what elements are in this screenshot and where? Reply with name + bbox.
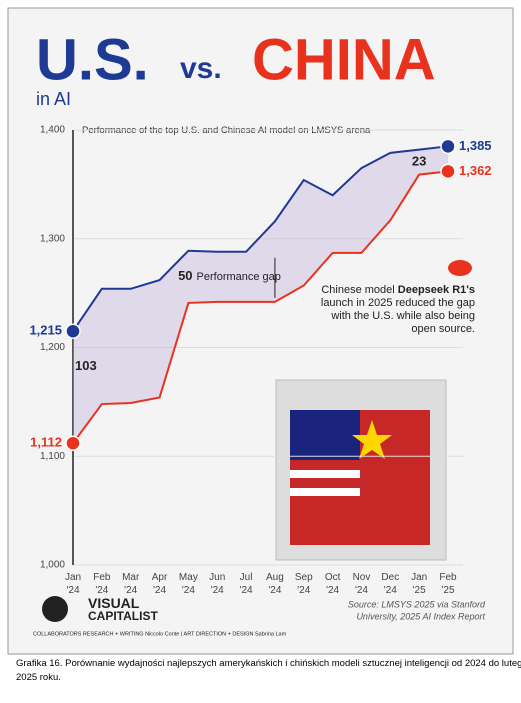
x-tick-label: Mar '24 — [122, 572, 140, 596]
title-us: U.S. — [36, 27, 149, 92]
title-vs: vs. — [180, 52, 222, 85]
deepseek-logo — [448, 260, 472, 276]
x-tick-label: May '24 — [179, 572, 198, 596]
x-tick-label: Apr '24 — [152, 572, 168, 596]
deepseek-note: Chinese model Deepseek R1's — [321, 284, 475, 296]
x-tick-label: Nov '24 — [353, 572, 371, 596]
end-point — [65, 435, 81, 451]
caption: Grafika 16. Porównanie wydajności najlep… — [16, 658, 521, 683]
y-tick-label: 1,400 — [40, 125, 65, 136]
deepseek-note: launch in 2025 reduced the gap — [321, 297, 475, 309]
end-point — [440, 163, 456, 180]
gap-area — [73, 146, 448, 444]
x-tick-label: Oct '24 — [325, 572, 341, 596]
source-1: Source: LMSYS 2025 via Stanford — [348, 599, 486, 609]
deepseek-note-part: Deepseek R1's — [398, 284, 475, 296]
brand-logo — [42, 596, 68, 622]
value-label: 1,215 — [29, 323, 62, 338]
y-tick-label: 1,100 — [40, 451, 65, 462]
y-tick-label: 1,200 — [40, 342, 65, 353]
y-tick-label: 1,300 — [40, 233, 65, 244]
gap-mid-text: Performance gap — [197, 271, 281, 283]
gap-end: 23 — [412, 154, 426, 169]
x-tick-label: Aug '24 — [266, 572, 284, 596]
value-label: 1,385 — [459, 138, 492, 153]
brand-1: VISUAL — [88, 595, 140, 611]
end-point — [440, 138, 456, 155]
gap-start: 103 — [75, 358, 97, 373]
x-tick-label: Jun '24 — [209, 572, 225, 596]
brand-2: CAPITALIST — [88, 609, 158, 623]
deepseek-note: open source. — [411, 323, 475, 335]
credits: COLLABORATORS RESEARCH + WRITING Niccolo… — [33, 631, 287, 637]
chip-illustration — [275, 379, 447, 561]
brand-line: VISUAL — [88, 595, 140, 611]
series-line — [72, 170, 449, 444]
deepseek-note: with the U.S. while also being — [330, 310, 475, 322]
x-tick-label: Jan '25 — [411, 572, 427, 596]
value-label: 1,112 — [30, 435, 62, 450]
gap-mid-value: 50 — [178, 268, 192, 283]
title-china: CHINA — [252, 27, 436, 92]
deepseek-note-part: Chinese model — [321, 284, 397, 296]
title-in-ai: in AI — [36, 89, 71, 109]
x-tick-label: Dec '24 — [381, 572, 399, 596]
source-2: University, 2025 AI Index Report — [356, 611, 485, 621]
x-tick-label: Jul '24 — [240, 572, 253, 596]
caption-text: Grafika 16. Porównanie wydajności najlep… — [16, 658, 521, 683]
x-tick-label: Sep '24 — [295, 572, 313, 596]
gap-mid: 50 Performance gap — [178, 268, 281, 283]
value-label: 1,362 — [459, 163, 492, 178]
x-tick-label: Feb '25 — [439, 572, 457, 596]
end-point — [65, 323, 81, 339]
y-tick-label: 1,000 — [40, 560, 65, 571]
x-tick-label: Feb '24 — [93, 572, 111, 596]
x-tick-label: Jan '24 — [65, 572, 81, 596]
series-line — [72, 145, 449, 332]
